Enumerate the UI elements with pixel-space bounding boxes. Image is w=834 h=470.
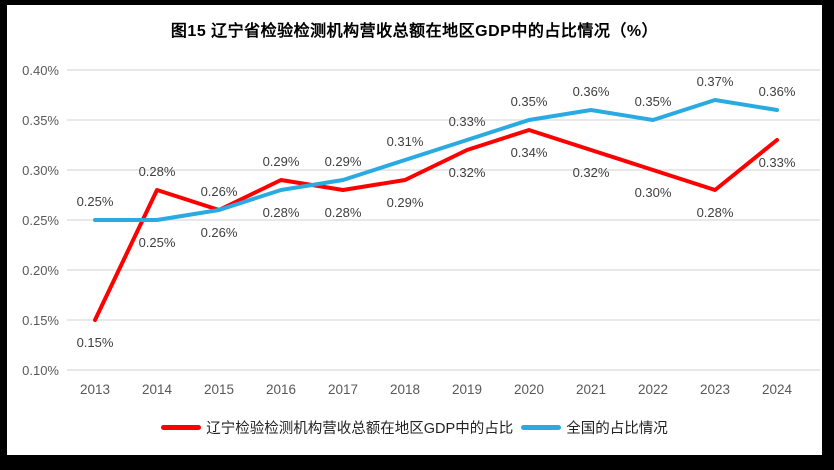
x-axis-tick-label: 2017 (328, 382, 358, 397)
y-axis-tick-label: 0.10% (22, 363, 59, 378)
series-line-1 (93, 98, 779, 222)
legend-label-national: 全国的占比情况 (566, 420, 668, 437)
y-axis-tick-label: 0.40% (22, 63, 59, 78)
data-label: 0.28% (325, 205, 362, 220)
legend-red-line-icon (161, 424, 202, 430)
line-chart-canvas: 0.40% 0.35% 0.30% 0.25% 0.20% 0.15% 0.10% 2013 2… (22, 63, 820, 397)
data-label: 0.35% (635, 94, 672, 109)
data-label: 0.28% (139, 164, 176, 179)
y-axis-tick-label: 0.35% (22, 113, 59, 128)
data-label: 0.26% (201, 184, 238, 199)
y-axis-tick-label: 0.15% (22, 313, 59, 328)
x-axis-tick-label: 2021 (576, 382, 606, 397)
data-label: 0.36% (759, 84, 796, 99)
data-label: 0.37% (697, 74, 734, 89)
chart-area: 图15 辽宁省检验检测机构营收总额在地区GDP中的占比情况（%） 0.40% 0.… (7, 5, 822, 455)
data-label: 0.29% (387, 195, 424, 210)
data-label: 0.15% (77, 335, 114, 350)
data-label: 0.28% (697, 205, 734, 220)
data-label: 0.32% (449, 165, 486, 180)
x-axis-tick-label: 2020 (514, 382, 544, 397)
series-line-0 (93, 128, 779, 322)
data-label: 0.36% (573, 84, 610, 99)
x-axis-tick-label: 2016 (266, 382, 296, 397)
data-label: 0.34% (511, 145, 548, 160)
y-axis-tick-label: 0.25% (22, 213, 59, 228)
x-axis-tick-label: 2022 (638, 382, 668, 397)
x-axis-tick-label: 2013 (80, 382, 110, 397)
chart-title: 图15 辽宁省检验检测机构营收总额在地区GDP中的占比情况（%） (170, 23, 659, 40)
data-label: 0.28% (263, 205, 300, 220)
data-label: 0.25% (77, 194, 114, 209)
y-axis-tick-label: 0.20% (22, 263, 59, 278)
data-label: 0.33% (449, 114, 486, 129)
data-label: 0.26% (201, 225, 238, 240)
x-axis-tick-label: 2015 (204, 382, 234, 397)
x-axis-tick-label: 2024 (762, 382, 793, 397)
chart-legend: 辽宁检验检测机构营收总额在地区GDP中的占比 全国的占比情况 (7, 412, 822, 442)
x-axis-tick-label: 2019 (452, 382, 482, 397)
data-label: 0.25% (139, 235, 176, 250)
legend-label-liaoning: 辽宁检验检测机构营收总额在地区GDP中的占比 (206, 420, 514, 437)
data-label: 0.32% (573, 165, 610, 180)
x-axis-tick-label: 2014 (142, 382, 173, 397)
x-axis-tick-label: 2018 (390, 382, 420, 397)
data-label: 0.35% (511, 94, 548, 109)
legend-blue-line-icon (521, 424, 562, 430)
y-axis-tick-label: 0.30% (22, 163, 59, 178)
data-label: 0.30% (635, 185, 672, 200)
legend-item-liaoning: 辽宁检验检测机构营收总额在地区GDP中的占比 (161, 417, 513, 438)
data-label: 0.29% (325, 154, 362, 169)
x-axis-tick-label: 2023 (700, 382, 730, 397)
legend-item-national: 全国的占比情况 (521, 417, 668, 438)
data-label: 0.31% (387, 134, 424, 149)
data-label: 0.33% (759, 155, 796, 170)
data-label: 0.29% (263, 154, 300, 169)
